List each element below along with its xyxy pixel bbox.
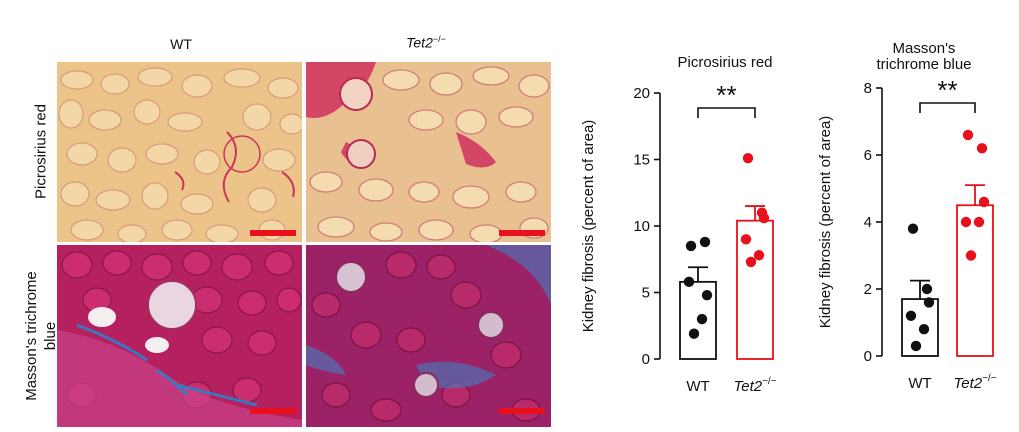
chart-title: trichrome blue: [876, 56, 971, 73]
y-tick-label: 4: [864, 214, 872, 231]
data-point: [923, 297, 935, 308]
data-point: [740, 234, 752, 245]
chart-title: Masson's: [893, 40, 956, 57]
row-label-masson: Masson's trichrome blue: [23, 271, 59, 401]
data-point: [685, 240, 697, 252]
data-point: [696, 313, 708, 325]
bar-tet2: [956, 204, 994, 357]
data-point: [910, 340, 922, 352]
chart-masson: Masson's trichrome blue Kidney fibrosis (p…: [812, 38, 1019, 427]
significance-label: **: [716, 80, 736, 110]
scale-bar: [499, 230, 545, 236]
column-label-tet2: Tet2−/−: [406, 34, 446, 51]
texture-masson-wt: [57, 245, 302, 427]
scale-bar: [250, 408, 296, 414]
bar-chart-picrosirius: Picrosirius red Kidney fibrosis (percent …: [580, 54, 777, 395]
data-point: [907, 223, 919, 234]
micrograph-wt-masson: [57, 245, 302, 427]
data-point: [683, 276, 695, 288]
texture-sirius-tet2: [306, 62, 551, 242]
y-tick-label: 15: [633, 152, 650, 169]
micrograph-tet2-masson: [306, 245, 551, 427]
scale-bar: [250, 230, 296, 236]
data-point: [701, 289, 713, 301]
y-tick-label: 2: [864, 281, 872, 298]
x-tick-label: WT: [686, 378, 709, 395]
data-point: [699, 236, 711, 248]
y-tick-label: 6: [864, 147, 872, 164]
data-point: [742, 152, 754, 164]
x-tick-label: WT: [908, 375, 931, 392]
data-point: [745, 256, 757, 268]
data-point: [973, 216, 985, 228]
scale-bar: [499, 408, 545, 414]
significance-bracket: [919, 102, 976, 113]
x-tick-label: Tet2−/−: [953, 373, 996, 392]
x-tick-label: Tet2−/−: [733, 376, 776, 395]
chart-picrosirius: Picrosirius red Kidney fibrosis (percent …: [575, 45, 805, 427]
data-point: [918, 324, 930, 335]
data-point: [921, 283, 933, 295]
significance-label: **: [937, 75, 957, 105]
significance-bracket: [697, 107, 756, 118]
data-point: [978, 196, 990, 208]
texture-masson-tet2: [306, 245, 551, 427]
data-point: [688, 328, 700, 339]
y-tick-label: 5: [642, 285, 650, 302]
y-tick-label: 0: [642, 351, 650, 368]
data-point: [976, 143, 988, 154]
row-label-picrosirius: Picrosirius red: [32, 103, 50, 200]
chart-title: Picrosirius red: [677, 54, 772, 71]
data-point: [758, 212, 770, 224]
data-point: [965, 250, 977, 261]
y-tick-label: 10: [633, 218, 650, 235]
micrograph-tet2-picrosirius: [306, 62, 551, 242]
y-axis-label: Kidney fibrosis (percent of area): [817, 116, 834, 329]
data-point: [962, 129, 974, 141]
data-point: [960, 216, 972, 228]
micrograph-wt-picrosirius: [57, 62, 302, 242]
y-tick-label: 8: [864, 80, 872, 97]
y-tick-label: 0: [864, 348, 872, 365]
column-label-wt: WT: [170, 36, 192, 52]
data-point: [753, 250, 765, 261]
y-tick-label: 20: [633, 85, 650, 102]
data-point: [905, 310, 917, 321]
texture-sirius-wt: [57, 62, 302, 242]
y-axis-label: Kidney fibrosis (percent of area): [580, 120, 597, 333]
